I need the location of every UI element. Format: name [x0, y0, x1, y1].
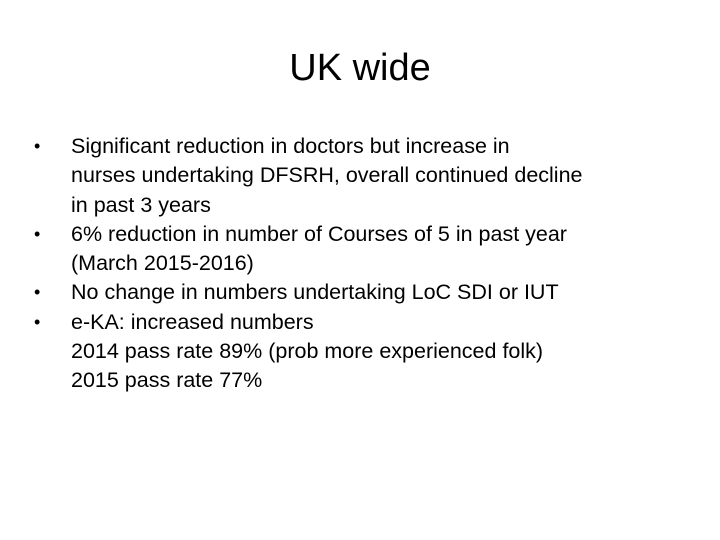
bullet-text: Significant reduction in doctors but inc… [71, 132, 684, 220]
bullet-line: 2015 pass rate 77% [71, 368, 263, 393]
bullet-marker-icon: • [34, 282, 41, 303]
bullet-line: Significant reduction in doctors but inc… [71, 134, 510, 158]
bullet-text: No change in numbers undertaking LoC SDI… [71, 278, 684, 307]
bullet-marker-icon: • [34, 311, 41, 332]
bullet-line: (March 2015-2016) [71, 251, 254, 276]
bullet-list: • Significant reduction in doctors but i… [34, 132, 684, 396]
slide-title: UK wide [289, 47, 431, 89]
bullet-line: No change in numbers undertaking LoC SDI… [71, 280, 559, 305]
bullet-line: e-KA: increased numbers [71, 309, 314, 334]
bullet-line: 6% reduction in number of Courses of 5 i… [71, 221, 567, 246]
bullet-item: • Significant reduction in doctors but i… [34, 132, 684, 220]
bullet-item: • 6% reduction in number of Courses of 5… [34, 220, 684, 279]
bullet-item: • No change in numbers undertaking LoC S… [34, 278, 684, 307]
bullet-item: • e-KA: increased numbers 2014 pass rate… [34, 308, 684, 396]
bullet-line: nurses undertaking DFSRH, overall contin… [71, 163, 583, 188]
bullet-line: 2014 pass rate 89% (prob more experience… [71, 339, 544, 364]
bullet-text: 6% reduction in number of Courses of 5 i… [71, 220, 684, 279]
bullet-line: in past 3 years [71, 192, 211, 217]
bullet-marker-icon: • [34, 136, 41, 156]
bullet-text: e-KA: increased numbers 2014 pass rate 8… [71, 308, 684, 396]
bullet-marker-icon: • [34, 223, 41, 244]
